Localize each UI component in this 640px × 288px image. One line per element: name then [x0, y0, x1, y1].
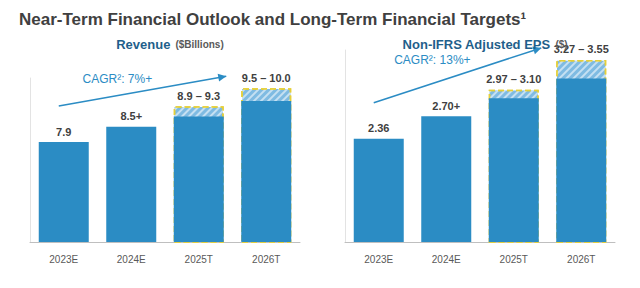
- svg-text:($): ($): [555, 39, 567, 50]
- svg-text:2.36: 2.36: [368, 122, 389, 134]
- svg-text:7.9: 7.9: [56, 126, 71, 138]
- svg-text:2024E: 2024E: [117, 254, 146, 265]
- svg-text:8.9 – 9.3: 8.9 – 9.3: [177, 90, 220, 102]
- svg-text:Near-Term Financial Outlook an: Near-Term Financial Outlook and Long-Ter…: [19, 10, 527, 29]
- svg-text:2026T: 2026T: [567, 254, 595, 265]
- svg-text:CAGR²: 7%+: CAGR²: 7%+: [83, 72, 153, 86]
- svg-text:3.27 – 3.55: 3.27 – 3.55: [553, 43, 609, 56]
- svg-text:Revenue: Revenue: [116, 37, 170, 52]
- svg-text:2025T: 2025T: [185, 254, 213, 265]
- svg-text:2.97 – 3.10: 2.97 – 3.10: [486, 73, 541, 85]
- svg-text:2025T: 2025T: [500, 254, 528, 265]
- svg-text:2023E: 2023E: [49, 254, 78, 265]
- svg-text:2026T: 2026T: [252, 254, 280, 265]
- svg-text:8.5+: 8.5+: [120, 110, 142, 122]
- svg-text:($Billions): ($Billions): [175, 39, 223, 50]
- svg-text:Non-IFRS Adjusted EPS: Non-IFRS Adjusted EPS: [403, 37, 551, 52]
- svg-text:9.5 – 10.0: 9.5 – 10.0: [242, 72, 291, 84]
- svg-text:2023E: 2023E: [364, 254, 393, 265]
- svg-text:CAGR²: 13%+: CAGR²: 13%+: [394, 53, 470, 67]
- svg-text:2.70+: 2.70+: [432, 100, 460, 112]
- svg-text:2024E: 2024E: [432, 254, 461, 265]
